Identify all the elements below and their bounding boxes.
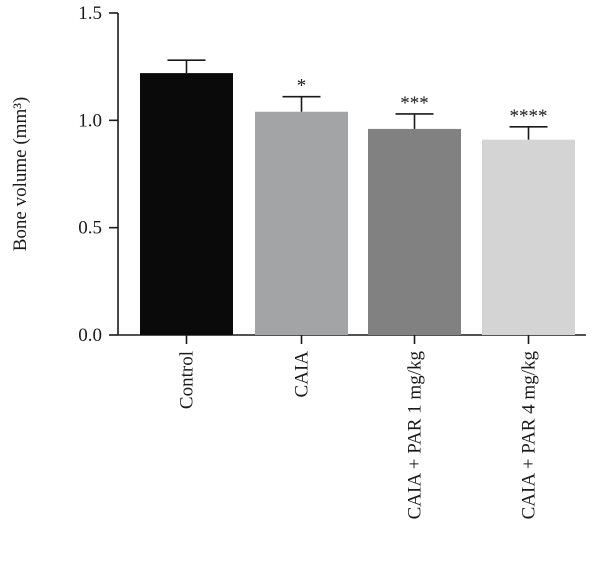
- error-bars: [167, 59, 548, 140]
- bar-control: [140, 73, 233, 336]
- significance-markers: ********: [297, 76, 548, 127]
- significance-marker: ***: [400, 93, 429, 114]
- y-tick-labels: 0.0 0.5 1.0 1.5: [78, 3, 102, 346]
- y-tick-label: 1.5: [78, 3, 102, 24]
- significance-marker: ****: [510, 106, 548, 127]
- x-tick-labels: Control CAIA CAIA + PAR 1 mg/kg CAIA + PAR …: [177, 351, 540, 520]
- y-tick-label: 0.0: [78, 325, 102, 346]
- bar-caia: [255, 111, 348, 335]
- x-tick-label: CAIA: [292, 351, 313, 398]
- x-tick-label: Control: [177, 351, 198, 409]
- significance-marker: *: [297, 76, 307, 97]
- bar-caia-par-1-mg-kg: [368, 128, 461, 335]
- y-axis-title: Bone volume (mm³): [10, 97, 31, 252]
- bars: [140, 73, 575, 336]
- x-tick-label: CAIA + PAR 1 mg/kg: [405, 351, 426, 520]
- y-tick-label: 1.0: [78, 110, 102, 131]
- x-tick-label: CAIA + PAR 4 mg/kg: [519, 351, 540, 520]
- bar-caia-par-4-mg-kg: [482, 139, 575, 335]
- y-tick-label: 0.5: [78, 218, 102, 239]
